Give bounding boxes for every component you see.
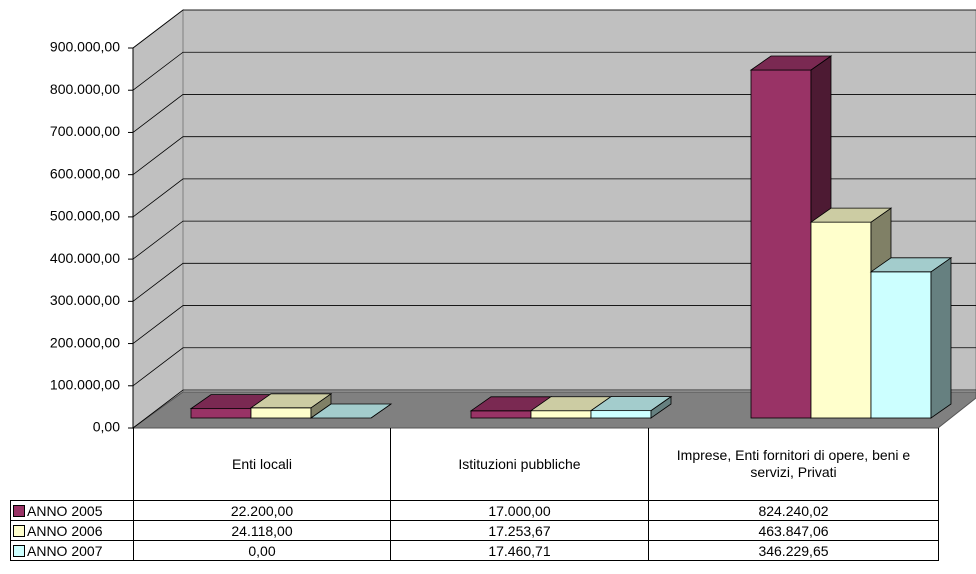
y-tick-label: 0,00 [93, 419, 120, 435]
bar-front [750, 69, 812, 419]
legend-label: ANNO 2005 [27, 502, 103, 519]
legend-label: ANNO 2006 [27, 522, 103, 539]
y-tick-label: 500.000,00 [50, 208, 120, 224]
bar-top [869, 257, 953, 273]
value-label: 824.240,02 [648, 500, 939, 521]
grid-line [132, 178, 976, 218]
bar-front [250, 407, 312, 419]
data-table: Enti locali Istituzioni pubbliche Imprese,… [10, 428, 939, 561]
grid-line [132, 51, 976, 91]
header-row: Enti locali Istituzioni pubbliche Imprese,… [11, 428, 939, 501]
bars [189, 55, 953, 419]
category-label: Imprese, Enti fornitori di opere, beni e… [648, 428, 939, 501]
bar [249, 393, 333, 419]
y-tick-label: 800.000,00 [50, 81, 120, 97]
bar-front [810, 221, 872, 419]
y-tick-label: 600.000,00 [50, 165, 120, 181]
value-label: 17.460,71 [390, 540, 649, 561]
bar [869, 257, 953, 419]
value-label: 17.253,67 [390, 520, 649, 541]
bar-top [309, 403, 393, 419]
grid-line [132, 94, 976, 133]
value-label: 22.200,00 [133, 500, 391, 521]
legend-swatch [13, 544, 25, 557]
legend-swatch [13, 504, 25, 517]
legend-entry: ANNO 2006 [10, 520, 134, 541]
bar [589, 395, 673, 419]
grid-line [132, 262, 976, 302]
legend-label: ANNO 2007 [27, 542, 103, 559]
grid-line [132, 9, 976, 49]
grid-line [132, 220, 976, 260]
bar-top [249, 393, 333, 409]
bar-top [749, 55, 833, 71]
grid-line [132, 389, 976, 429]
legend-entry: ANNO 2007 [10, 540, 134, 561]
value-label: 0,00 [133, 540, 391, 561]
y-tick-label: 400.000,00 [50, 250, 120, 266]
value-label: 17.000,00 [390, 500, 649, 521]
bar-front [870, 271, 932, 419]
category-label: Enti locali [133, 428, 391, 501]
bar [309, 403, 393, 419]
bar-top [589, 396, 673, 412]
grid-line [132, 347, 976, 387]
y-tick-label: 100.000,00 [50, 376, 120, 392]
series-row: ANNO 2005 22.200,00 17.000,00 824.240,02 [10, 500, 939, 521]
y-tick-label: 900.000,00 [50, 39, 120, 55]
y-tick-label: 200.000,00 [50, 334, 120, 350]
bar-front [590, 410, 652, 419]
grid-line [132, 136, 976, 175]
legend-swatch [13, 524, 25, 537]
bar-front [190, 408, 252, 419]
side-wall [132, 8, 184, 429]
grid [128, 9, 976, 429]
y-tick-label: 300.000,00 [50, 292, 120, 308]
y-tick-label: 700.000,00 [50, 123, 120, 139]
series-row: ANNO 2006 24.118,00 17.253,67 463.847,06 [10, 520, 939, 541]
category-label: Istituzioni pubbliche [390, 428, 649, 501]
bar-front [470, 410, 532, 419]
bar-front [530, 410, 592, 419]
series-row: ANNO 2007 0,00 17.460,71 346.229,65 [10, 540, 939, 561]
value-label: 346.229,65 [648, 540, 939, 561]
grid-line [132, 305, 976, 344]
bar-side [930, 257, 952, 419]
bar-top [809, 207, 893, 223]
value-label: 24.118,00 [133, 520, 391, 541]
legend-entry: ANNO 2005 [10, 500, 134, 521]
value-label: 463.847,06 [648, 520, 939, 541]
corner [11, 428, 134, 501]
